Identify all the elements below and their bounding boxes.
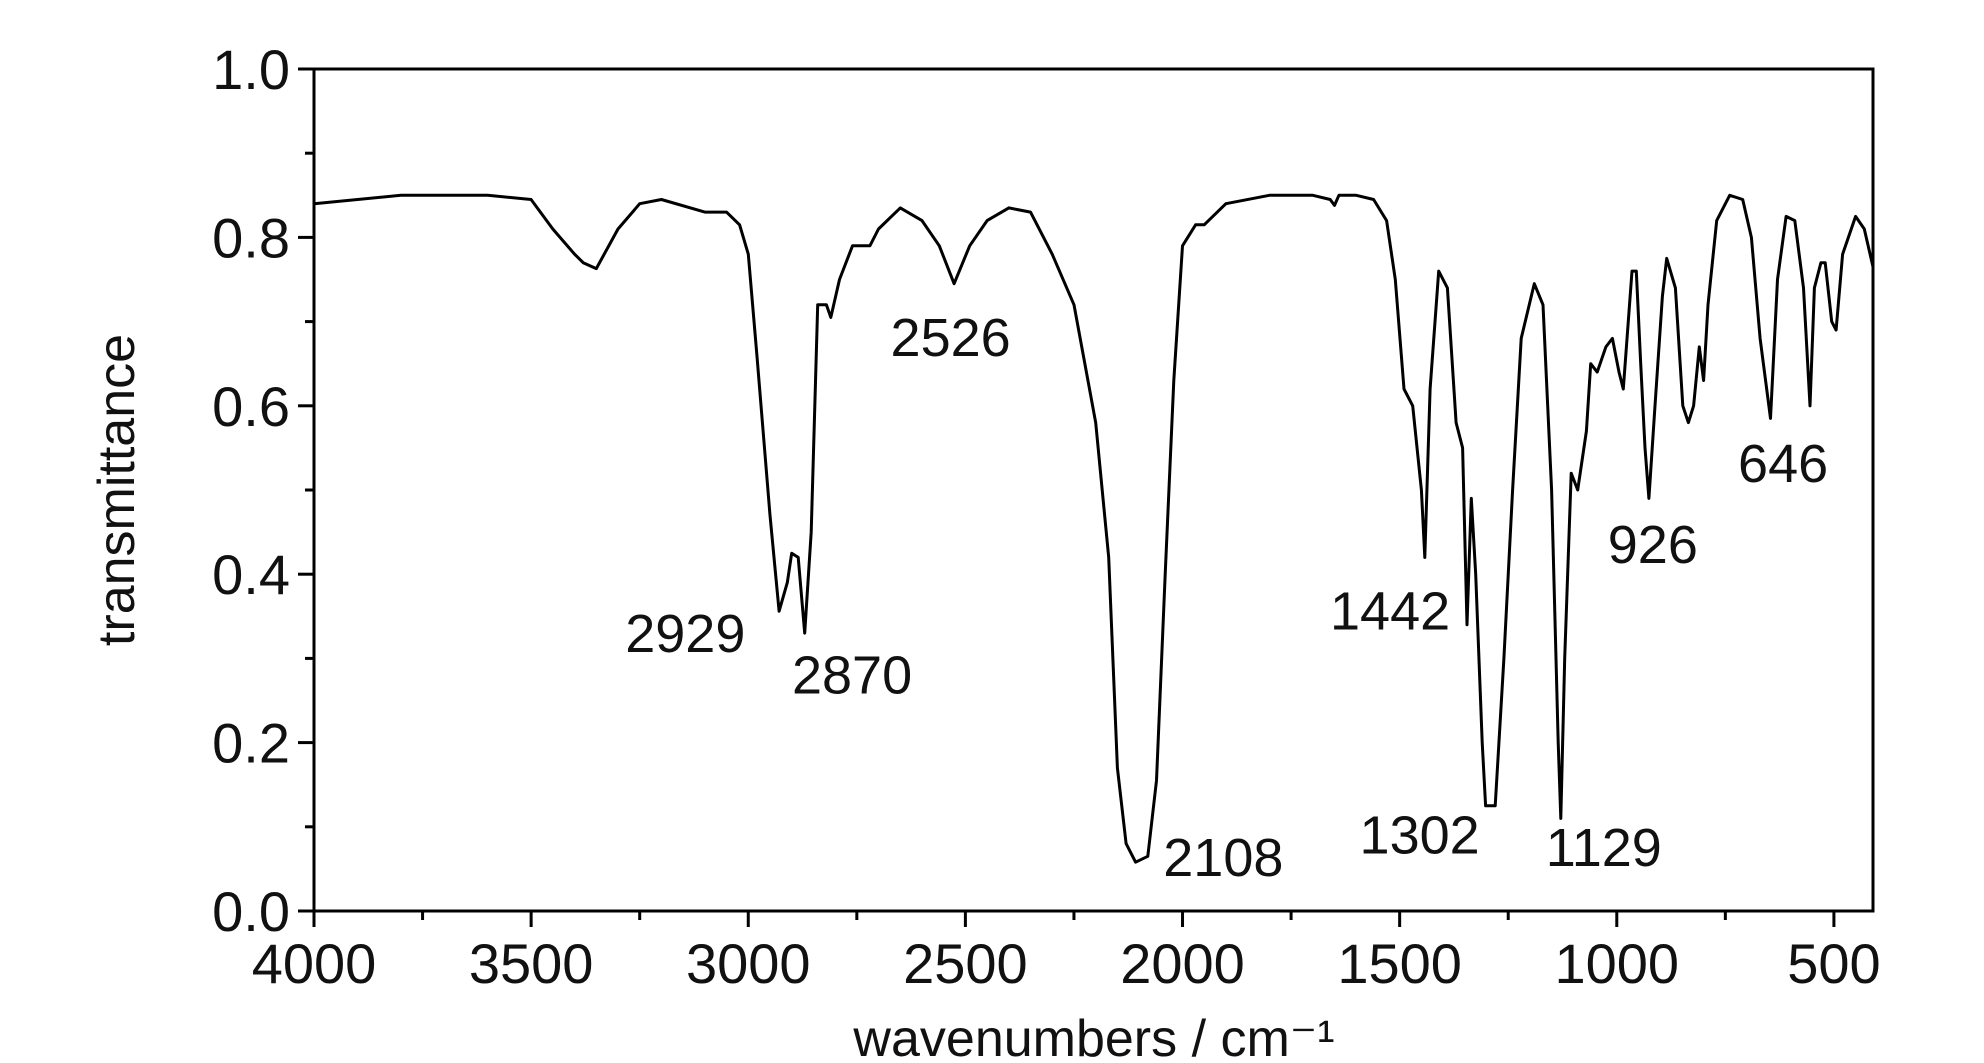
peak-label: 2108 (1163, 828, 1283, 888)
y-tick-label: 0.2 (212, 712, 290, 775)
peak-label: 2929 (625, 604, 745, 664)
x-tick-label: 4000 (252, 932, 377, 995)
y-tick-label: 0.6 (212, 375, 290, 438)
peak-label: 2870 (792, 645, 912, 705)
y-tick-label: 1.0 (212, 38, 290, 101)
peak-label: 646 (1738, 434, 1828, 494)
x-tick-label: 500 (1787, 932, 1880, 995)
x-tick-label: 2500 (903, 932, 1028, 995)
y-tick-label: 0.4 (212, 543, 290, 606)
peak-label: 1302 (1360, 805, 1480, 865)
y-tick-label: 0.8 (212, 206, 290, 269)
peak-label: 1129 (1546, 818, 1662, 878)
peak-label: 926 (1608, 515, 1698, 575)
x-tick-label: 3000 (686, 932, 811, 995)
x-tick-label: 3500 (469, 932, 594, 995)
y-tick-label: 0.0 (212, 880, 290, 943)
plot-frame (312, 67, 1875, 913)
peak-label: 1442 (1330, 581, 1450, 641)
x-tick-label: 1500 (1337, 932, 1462, 995)
peak-label: 2526 (891, 308, 1011, 368)
x-axis-label: wavenumbers / cm⁻¹ (852, 1010, 1334, 1063)
x-tick-label: 1000 (1554, 932, 1679, 995)
y-axis-label: transmittance (88, 334, 146, 646)
spectrum-line (313, 193, 1875, 864)
x-tick-label: 2000 (1120, 932, 1245, 995)
